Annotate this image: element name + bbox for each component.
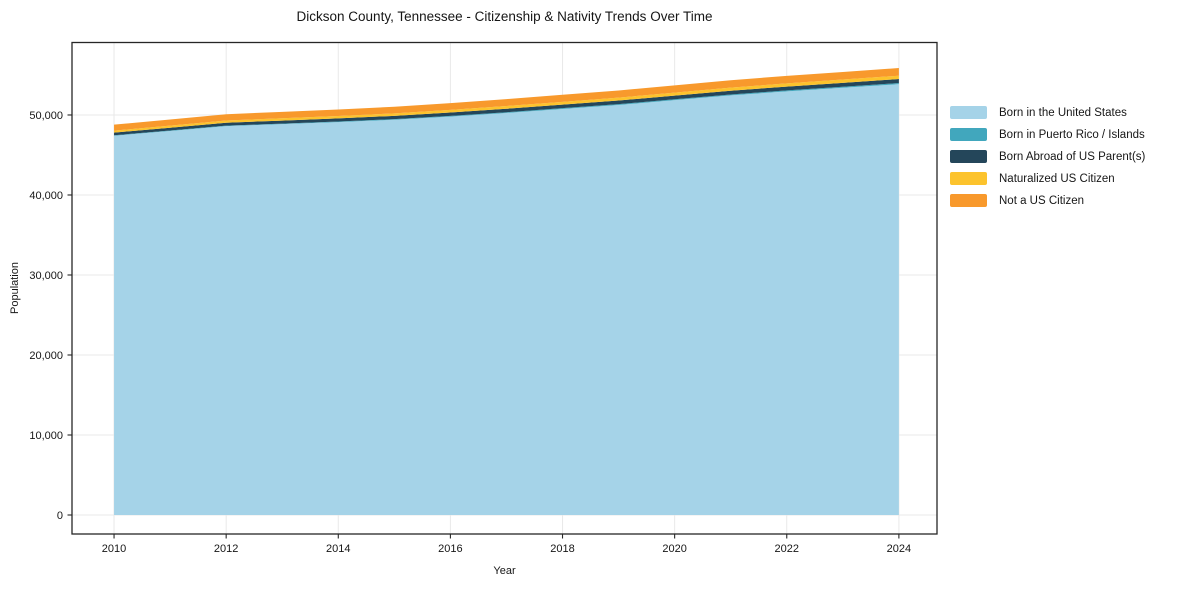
chart-title: Dickson County, Tennessee - Citizenship … [296, 9, 713, 24]
area-series [114, 75, 899, 133]
legend-swatch [950, 128, 987, 141]
y-tick-label: 30,000 [29, 270, 63, 282]
legend-item: Born in the United States [950, 106, 1145, 119]
legend-item: Born in Puerto Rico / Islands [950, 128, 1145, 141]
legend-swatch [950, 194, 987, 207]
chart-legend: Born in the United States Born in Puerto … [950, 106, 1145, 216]
x-tick-label: 2014 [326, 543, 350, 555]
y-tick-label: 50,000 [29, 110, 63, 122]
y-tick-label: 10,000 [29, 430, 63, 442]
x-tick-label: 2016 [438, 543, 462, 555]
y-tick-label: 40,000 [29, 190, 63, 202]
y-axis-label: Population [9, 262, 21, 314]
x-axis-label: Year [493, 565, 516, 577]
legend-label: Not a US Citizen [999, 194, 1085, 207]
legend-swatch [950, 106, 987, 119]
x-tick-label: 2020 [662, 543, 686, 555]
y-tick-label: 0 [57, 510, 63, 522]
x-tick-label: 2010 [102, 543, 126, 555]
legend-label: Born Abroad of US Parent(s) [999, 150, 1146, 163]
area-series [114, 79, 899, 136]
legend-label: Naturalized US Citizen [999, 172, 1115, 185]
legend-swatch [950, 150, 987, 163]
legend-item: Naturalized US Citizen [950, 172, 1145, 185]
area-series [114, 84, 899, 516]
y-tick-label: 20,000 [29, 350, 63, 362]
area-series [114, 83, 899, 136]
legend-item: Not a US Citizen [950, 194, 1145, 207]
legend-swatch [950, 172, 987, 185]
x-tick-label: 2022 [775, 543, 799, 555]
x-tick-label: 2012 [214, 543, 238, 555]
area-series [114, 68, 899, 131]
legend-label: Born in Puerto Rico / Islands [999, 128, 1145, 141]
plot-border [71, 41, 938, 535]
x-tick-label: 2018 [550, 543, 574, 555]
legend-item: Born Abroad of US Parent(s) [950, 150, 1145, 163]
x-tick-label: 2024 [887, 543, 911, 555]
legend-label: Born in the United States [999, 106, 1127, 119]
